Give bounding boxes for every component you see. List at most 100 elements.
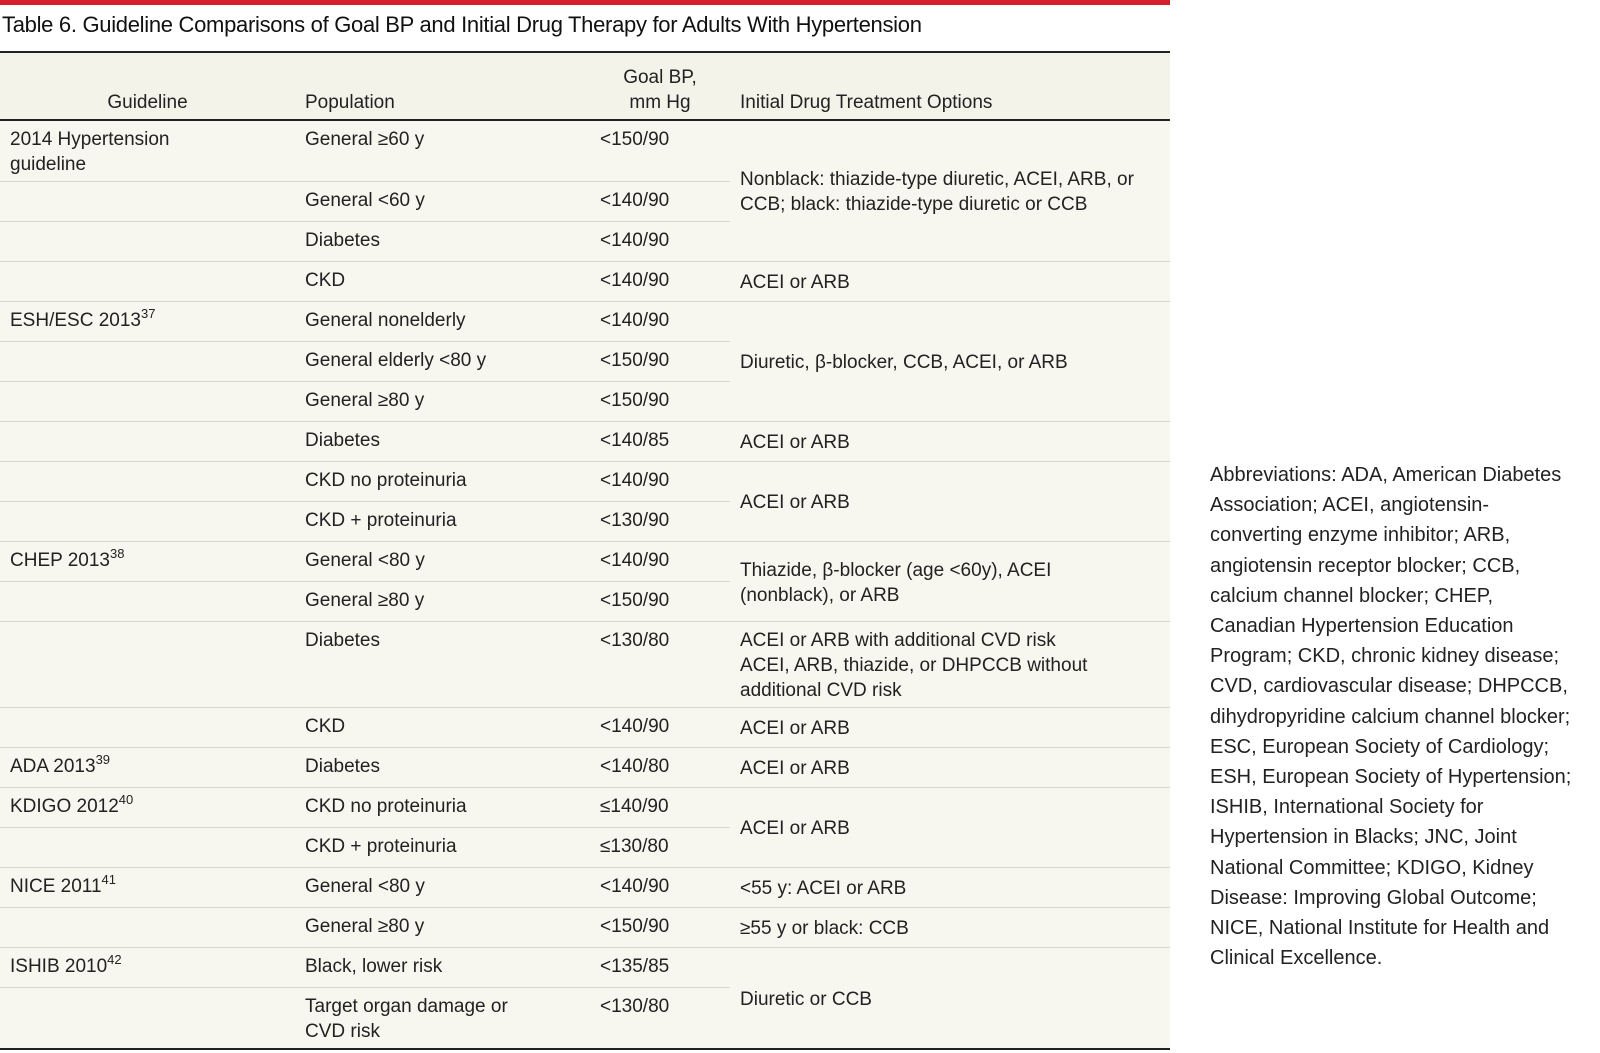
population-cell: General ≥80 y <box>295 581 590 622</box>
guideline-name: 2014 Hypertension guideline <box>10 127 210 177</box>
table-row: Target organ damage or CVD risk <130/80 <box>0 988 1170 1050</box>
table-row: 2014 Hypertension guideline General ≥60 y… <box>0 120 1170 262</box>
population: General ≥60 y <box>305 129 425 150</box>
goal-bp-cell: <140/90 <box>590 181 730 222</box>
table-row: NICE 201141 General <80 y <140/90 <55 y: AC… <box>0 867 1170 908</box>
guideline-cell: 2014 Hypertension guideline <box>0 120 295 182</box>
guideline-text: ADA 2013 <box>10 756 96 777</box>
treatment-text: Diuretic, β-blocker, CCB, ACEI, or ARB <box>740 352 1068 373</box>
population: General ≥80 y <box>305 590 425 611</box>
population-cell: General <80 y <box>295 867 590 908</box>
guideline-cell: KDIGO 201240 <box>0 787 295 828</box>
table-row: Diabetes <130/80 ACEI or ARB with addition… <box>0 621 1170 708</box>
guideline-name: ADA 201339 <box>10 753 110 779</box>
guideline-cell: CHEP 201338 <box>0 541 295 582</box>
header-row: Guideline Population Goal BP, mm Hg Init… <box>0 52 1170 121</box>
treatment-cell: ACEI or ARB with additional CVD risk ACEI… <box>730 621 1170 708</box>
goal-bp-cell: <150/90 <box>590 907 730 948</box>
population: General nonelderly <box>305 310 466 331</box>
column-header: Initial Drug Treatment Options <box>730 52 1170 121</box>
guideline-text: 2014 Hypertension guideline <box>10 129 170 175</box>
population-cell: Diabetes <box>295 621 590 708</box>
treatment-cell: ACEI or ARB <box>730 747 1170 788</box>
population: CKD + proteinuria <box>305 836 457 857</box>
treatment-cell: <55 y: ACEI or ARB <box>730 867 1170 908</box>
guideline-cell: NICE 201141 <box>0 867 295 908</box>
goal-bp-cell: ≤140/90 <box>590 787 730 828</box>
goal-bp-cell: <130/80 <box>590 621 730 708</box>
guideline-text: KDIGO 2012 <box>10 796 119 817</box>
column-header: Guideline <box>0 52 295 121</box>
guideline-text: ESH/ESC 2013 <box>10 310 141 331</box>
population-cell: Diabetes <box>295 747 590 788</box>
population-cell: General <80 y <box>295 541 590 582</box>
guideline-name: ESH/ESC 201337 <box>10 306 156 333</box>
goal-bp-cell: <140/90 <box>590 221 730 262</box>
treatment-cell: Diuretic or CCB <box>730 947 1170 1050</box>
treatment-cell: ACEI or ARB <box>730 261 1170 302</box>
guideline-cell <box>0 501 295 542</box>
table-row: General <60 y <140/90 <box>0 181 1170 222</box>
population: General elderly <80 y <box>305 350 487 371</box>
treatment-text: Diuretic or CCB <box>740 988 872 1010</box>
guideline-cell <box>0 421 295 462</box>
treatment-cell: Thiazide, β-blocker (age <60y), ACEI (no… <box>730 541 1170 622</box>
table-row: General ≥80 y <150/90 <box>0 381 1170 422</box>
guideline-cell <box>0 581 295 622</box>
treatment-text: ACEI or ARB <box>740 432 850 453</box>
accent-bar <box>0 0 1170 5</box>
treatment-cell: Diuretic, β-blocker, CCB, ACEI, or ARB <box>730 301 1170 422</box>
population-cell: General <60 y <box>295 181 590 222</box>
table-row: General ≥80 y <150/90 ≥55 y or black: CCB <box>0 907 1170 948</box>
reference: 37 <box>140 306 156 321</box>
guideline-cell <box>0 827 295 868</box>
guideline-cell <box>0 907 295 948</box>
treatment-text: <55 y: ACEI or ARB <box>740 878 907 899</box>
population: CKD + proteinuria <box>305 510 457 531</box>
population-cell: CKD no proteinuria <box>295 461 590 502</box>
table-row: General elderly <80 y <150/90 <box>0 341 1170 382</box>
population-cell: General nonelderly <box>295 301 590 342</box>
guideline-cell: ISHIB 201042 <box>0 947 295 988</box>
reference: 38 <box>110 546 125 561</box>
population-cell: CKD + proteinuria <box>295 827 590 868</box>
treatment-cell: ACEI or ARB <box>730 461 1170 542</box>
treatment-cell: Nonblack: thiazide-type diuretic, ACEI, … <box>730 120 1170 262</box>
table-row: ISHIB 201042 Black, lower risk <135/85 Diur… <box>0 947 1170 1050</box>
goal-bp-cell: <150/90 <box>590 581 730 622</box>
guideline-text: NICE 2011 <box>10 876 102 897</box>
treatment-cell: ≥55 y or black: CCB <box>730 907 1170 948</box>
population-cell: Black, lower risk <box>295 947 590 988</box>
treatment-text: ACEI or ARB <box>740 272 850 293</box>
population: CKD <box>305 716 346 737</box>
column-header: Goal BP, mm Hg <box>590 52 730 121</box>
population: CKD no proteinuria <box>305 796 467 817</box>
population: Diabetes <box>305 230 380 251</box>
table-row: CHEP 201338 General <80 y <140/90 Thiazide,… <box>0 541 1170 622</box>
guideline-table: Guideline Population Goal BP, mm Hg Init… <box>0 51 1170 1050</box>
goal-bp-cell: <140/90 <box>590 707 730 748</box>
population: Diabetes <box>305 756 380 777</box>
population: Diabetes <box>305 630 380 651</box>
treatment-text: ACEI or ARB <box>740 818 850 839</box>
goal-bp-cell: <140/85 <box>590 421 730 462</box>
population-cell: Target organ damage or CVD risk <box>295 988 590 1050</box>
population: Target organ damage or CVD risk <box>305 996 508 1042</box>
table-title: Table 6. Guideline Comparisons of Goal B… <box>2 12 922 37</box>
population-cell: General ≥80 y <box>295 381 590 422</box>
population-cell: Diabetes <box>295 421 590 462</box>
population: General <60 y <box>305 190 425 211</box>
guideline-cell <box>0 261 295 302</box>
population-cell: General ≥80 y <box>295 907 590 948</box>
table-row: CKD + proteinuria <130/90 <box>0 501 1170 542</box>
population: CKD <box>305 270 346 291</box>
population-cell: Diabetes <box>295 221 590 262</box>
table-row: CKD <140/90 ACEI or ARB <box>0 707 1170 748</box>
population: General <80 y <box>305 876 425 897</box>
treatment-cell: ACEI or ARB <box>730 707 1170 748</box>
population: Diabetes <box>305 430 380 451</box>
treatment-text: ≥55 y or black: CCB <box>740 918 909 939</box>
goal-bp-cell: ≤130/80 <box>590 827 730 868</box>
table-row: Diabetes <140/85 ACEI or ARB <box>0 421 1170 462</box>
